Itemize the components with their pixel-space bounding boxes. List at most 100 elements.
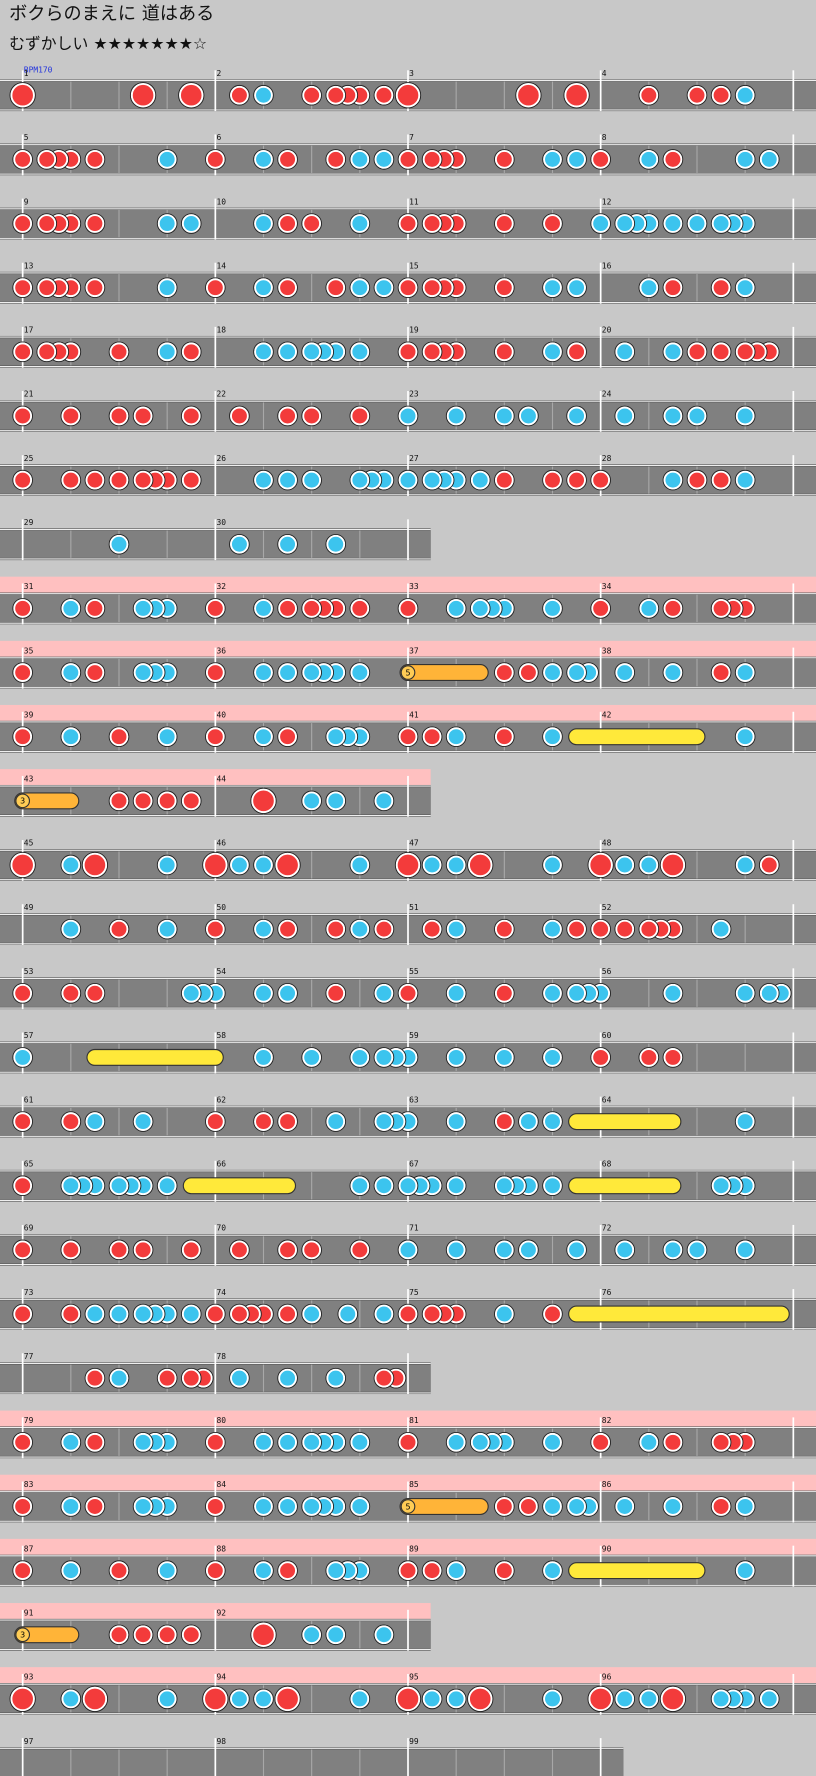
balloon-head [400, 1499, 416, 1514]
note-outline [445, 1239, 467, 1261]
note-outline [205, 1496, 226, 1517]
note-outline [734, 149, 756, 170]
ka-note [157, 214, 177, 234]
note-outline [277, 341, 298, 363]
don-note [660, 852, 686, 878]
note-outline [758, 1688, 780, 1710]
note-outline [250, 1621, 277, 1648]
balloon-count: 3 [20, 1631, 25, 1640]
note-outline [12, 726, 33, 748]
measure-number: 41 [409, 710, 419, 719]
note-outline [542, 1175, 563, 1197]
note-outline [542, 598, 563, 619]
note-outline [373, 1367, 395, 1389]
measure-number: 4 [602, 69, 607, 78]
don-note [639, 85, 659, 105]
don-note [278, 1240, 298, 1260]
note-outline [638, 84, 660, 106]
don-note [251, 788, 276, 814]
ka-note [615, 1689, 635, 1709]
ka-note [542, 919, 563, 939]
measure-number: 36 [216, 646, 226, 655]
note-outline [108, 341, 130, 363]
ka-note [61, 1496, 81, 1516]
note-outline [84, 149, 106, 170]
measure-number: 27 [409, 454, 419, 463]
don-note [205, 598, 225, 618]
don-note [275, 852, 300, 878]
ka-note [711, 214, 731, 234]
ka-note [157, 149, 177, 169]
ka-note [735, 85, 755, 105]
balloon-count: 5 [405, 668, 410, 677]
don-note [85, 983, 105, 1003]
note-outline [60, 1239, 82, 1261]
note-outline [156, 149, 178, 170]
drumroll-note [182, 1177, 297, 1195]
note-outline [349, 1688, 371, 1710]
ka-note [446, 1240, 466, 1260]
note-outline [734, 1239, 756, 1261]
don-note [202, 1686, 228, 1712]
ka-note [663, 1240, 683, 1260]
note-outline [301, 790, 322, 812]
ka-note [253, 278, 274, 298]
ka-note [253, 1561, 274, 1581]
note-outline [12, 213, 33, 234]
don-note [711, 1432, 731, 1452]
note-outline [710, 213, 732, 234]
note-outline [659, 1685, 687, 1713]
note-outline [445, 1432, 467, 1453]
note-outline [710, 1496, 732, 1517]
note-outline [614, 1239, 636, 1261]
measure-number: 25 [24, 454, 34, 463]
note-outline [12, 1560, 33, 1581]
note-outline [421, 341, 443, 363]
note-outline [325, 277, 347, 298]
don-note [494, 278, 514, 298]
note-outline [205, 726, 226, 748]
ka-note [542, 278, 563, 298]
don-note [10, 82, 36, 108]
measure-number: 89 [409, 1544, 419, 1553]
ka-note [229, 1368, 249, 1388]
don-note [205, 278, 225, 298]
note-outline [205, 1303, 226, 1325]
note-outline [108, 533, 130, 555]
ka-note [567, 1240, 587, 1260]
ka-note [326, 727, 346, 747]
don-note [711, 342, 731, 362]
don-note [542, 214, 563, 234]
ka-note [446, 406, 466, 426]
note-outline [662, 469, 684, 491]
ka-note [253, 1496, 274, 1516]
note-outline [614, 405, 636, 427]
note-outline [108, 1560, 130, 1581]
note-outline [469, 469, 491, 491]
don-note [711, 1496, 731, 1516]
don-note [326, 85, 346, 105]
note-outline [542, 854, 563, 876]
don-note [591, 149, 611, 169]
note-outline [60, 1111, 82, 1132]
ka-note [446, 1176, 466, 1196]
don-note [13, 1496, 33, 1516]
note-outline [397, 726, 419, 748]
ka-note [663, 470, 683, 490]
note-outline [542, 1688, 563, 1710]
note-outline [397, 277, 419, 298]
note-outline [325, 84, 347, 106]
measure-number: 18 [216, 326, 226, 335]
ka-note [109, 534, 129, 554]
don-note [591, 1047, 611, 1067]
note-outline [394, 851, 422, 879]
note-outline [277, 982, 298, 1004]
note-outline [108, 405, 130, 427]
note-outline [542, 277, 563, 298]
don-note [326, 919, 346, 939]
note-outline [60, 405, 82, 427]
note-outline [156, 1560, 178, 1581]
ka-note [133, 663, 153, 683]
note-outline [108, 469, 130, 491]
don-note [494, 1112, 514, 1132]
